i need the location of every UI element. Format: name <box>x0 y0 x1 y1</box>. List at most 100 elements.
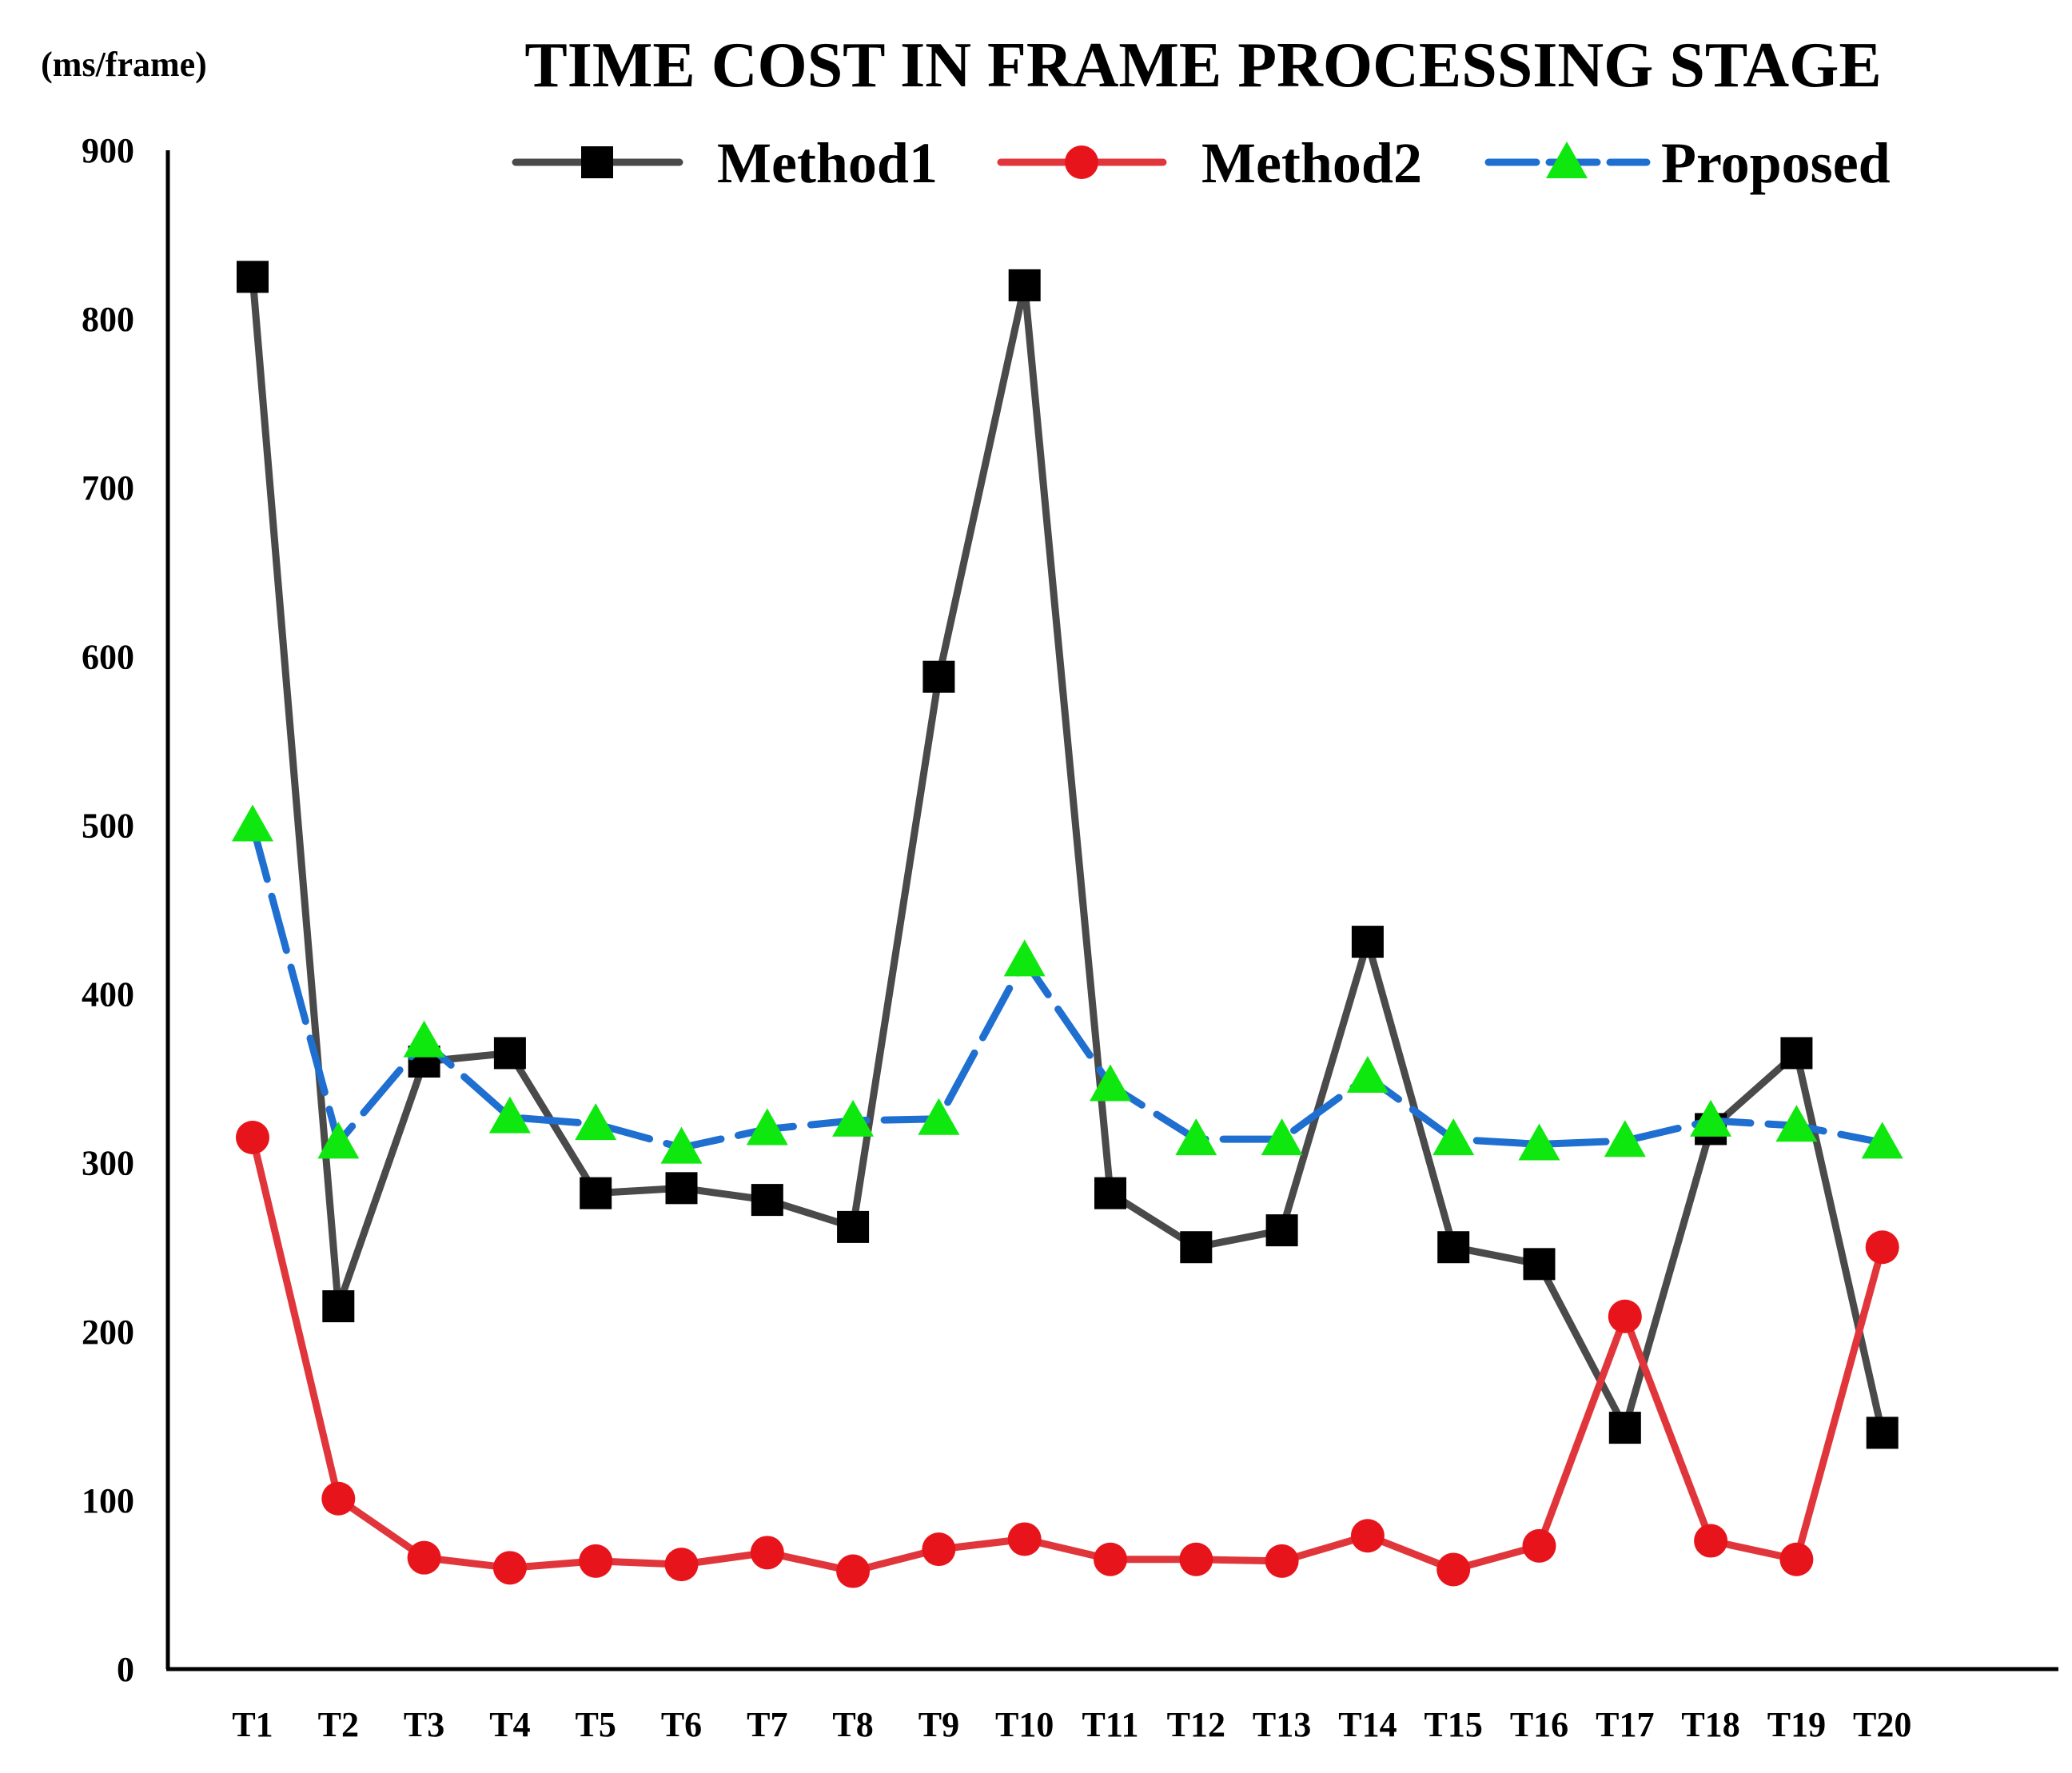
data-point-proposed-t4 <box>488 1096 531 1134</box>
data-point-method1-t9 <box>922 660 955 693</box>
data-point-method1-t8 <box>837 1210 870 1243</box>
data-point-proposed-t1 <box>232 804 273 842</box>
y-tick-label-400: 400 <box>82 975 134 1014</box>
data-point-method1-t16 <box>1523 1248 1556 1281</box>
y-tick-label-500: 500 <box>82 806 134 845</box>
legend-marker-proposed <box>1546 141 1588 178</box>
data-point-method2-t20 <box>1865 1230 1899 1265</box>
data-point-method2-t1 <box>236 1121 269 1154</box>
data-point-method2-t2 <box>321 1481 356 1516</box>
series-proposed <box>232 804 1903 1164</box>
x-axis-ticks: T1 T2 T3 T4 T5 T6 T7 T8 T9 T10 T11 T12 T13 T14 T15 T16 T… <box>232 1705 1911 1744</box>
data-point-proposed-t7 <box>746 1108 788 1145</box>
x-tick-label-t8: T8 <box>832 1705 873 1744</box>
data-point-method1-t13 <box>1265 1214 1298 1247</box>
data-point-method2-t3 <box>407 1540 441 1575</box>
x-tick-label-t16: T16 <box>1510 1705 1568 1744</box>
data-point-method2-t12 <box>1179 1542 1213 1576</box>
data-point-method2-t16 <box>1522 1528 1556 1563</box>
y-axis-ticks: 0 100 200 300 400 500 600 700 800 900 <box>82 131 134 1689</box>
data-point-proposed-t2 <box>317 1122 360 1159</box>
data-point-proposed-t10 <box>1003 939 1046 977</box>
data-point-method1-t4 <box>493 1037 526 1070</box>
data-point-method2-t9 <box>922 1532 956 1567</box>
y-axis-label: (ms/frame) <box>41 45 207 84</box>
x-tick-label-t15: T15 <box>1424 1705 1483 1744</box>
y-tick-label-300: 300 <box>82 1144 134 1183</box>
data-point-method2-t17 <box>1608 1299 1642 1333</box>
data-point-method2-t5 <box>579 1544 613 1578</box>
x-tick-label-t12: T12 <box>1167 1705 1225 1744</box>
data-point-method1-t20 <box>1866 1416 1899 1449</box>
data-point-proposed-t17 <box>1604 1120 1646 1157</box>
data-point-proposed-t9 <box>918 1098 960 1135</box>
x-tick-label-t18: T18 <box>1681 1705 1739 1744</box>
data-point-proposed-t12 <box>1175 1118 1217 1156</box>
data-point-method1-t6 <box>665 1172 698 1205</box>
data-point-method1-t19 <box>1780 1037 1813 1070</box>
y-tick-label-0: 0 <box>117 1650 134 1689</box>
data-point-method2-t14 <box>1350 1519 1385 1553</box>
legend-item-proposed: Proposed <box>1484 131 1891 195</box>
series-method2 <box>236 1121 1899 1588</box>
x-tick-label-t6: T6 <box>661 1705 702 1744</box>
data-point-method1-t7 <box>751 1184 783 1217</box>
legend-label-method2: Method2 <box>1201 131 1422 195</box>
legend-item-method2: Method2 <box>997 131 1422 195</box>
data-point-method2-t6 <box>664 1548 699 1582</box>
x-tick-label-t11: T11 <box>1082 1705 1139 1744</box>
data-point-method2-t13 <box>1265 1544 1299 1578</box>
data-point-method1-t1 <box>237 261 269 293</box>
data-point-method2-t4 <box>492 1551 527 1585</box>
series-line-proposed <box>249 821 1887 1152</box>
data-point-proposed-t5 <box>575 1103 617 1141</box>
y-tick-label-900: 900 <box>82 131 134 170</box>
data-point-proposed-t18 <box>1690 1099 1732 1137</box>
data-point-proposed-t13 <box>1261 1118 1303 1156</box>
y-tick-label-200: 200 <box>82 1313 134 1352</box>
y-tick-label-100: 100 <box>82 1481 134 1520</box>
data-point-proposed-t19 <box>1775 1105 1818 1142</box>
data-point-method2-t11 <box>1094 1542 1127 1576</box>
x-tick-label-t20: T20 <box>1853 1705 1911 1744</box>
data-point-proposed-t16 <box>1518 1123 1560 1161</box>
data-point-proposed-t14 <box>1346 1056 1389 1093</box>
series-line-method1 <box>249 273 1887 1436</box>
legend-label-method1: Method1 <box>717 131 938 195</box>
x-tick-label-t17: T17 <box>1596 1705 1654 1744</box>
series-layer <box>232 261 1903 1588</box>
series-method1 <box>237 261 1899 1449</box>
legend-marker-method1 <box>581 146 613 178</box>
y-tick-label-700: 700 <box>82 468 134 508</box>
data-point-method2-t18 <box>1694 1524 1728 1558</box>
axes <box>165 150 2058 1671</box>
data-point-proposed-t15 <box>1432 1118 1475 1156</box>
data-point-proposed-t11 <box>1090 1064 1131 1102</box>
series-line-method2 <box>249 1134 1887 1576</box>
legend-item-method1: Method1 <box>512 131 938 195</box>
y-tick-label-800: 800 <box>82 300 134 339</box>
data-point-method2-t8 <box>836 1554 871 1588</box>
y-tick-label-600: 600 <box>82 637 134 676</box>
data-point-method2-t19 <box>1779 1542 1814 1576</box>
data-point-method1-t10 <box>1008 269 1041 301</box>
x-tick-label-t19: T19 <box>1767 1705 1826 1744</box>
x-tick-label-t14: T14 <box>1338 1705 1397 1744</box>
x-tick-label-t2: T2 <box>318 1705 359 1744</box>
data-point-method1-t12 <box>1180 1231 1213 1264</box>
data-point-method1-t17 <box>1608 1412 1641 1444</box>
data-point-method1-t5 <box>580 1177 612 1209</box>
data-point-method2-t7 <box>750 1536 784 1570</box>
data-point-proposed-t3 <box>403 1020 445 1058</box>
x-tick-label-t9: T9 <box>918 1705 959 1744</box>
data-point-method1-t14 <box>1351 926 1384 958</box>
x-tick-label-t7: T7 <box>747 1705 787 1744</box>
x-tick-label-t5: T5 <box>576 1705 616 1744</box>
data-point-method1-t15 <box>1437 1231 1470 1264</box>
legend: Method1 Method2 Proposed <box>512 131 1891 195</box>
x-tick-label-t13: T13 <box>1253 1705 1311 1744</box>
data-point-proposed-t20 <box>1861 1122 1903 1159</box>
x-tick-label-t4: T4 <box>489 1705 530 1744</box>
